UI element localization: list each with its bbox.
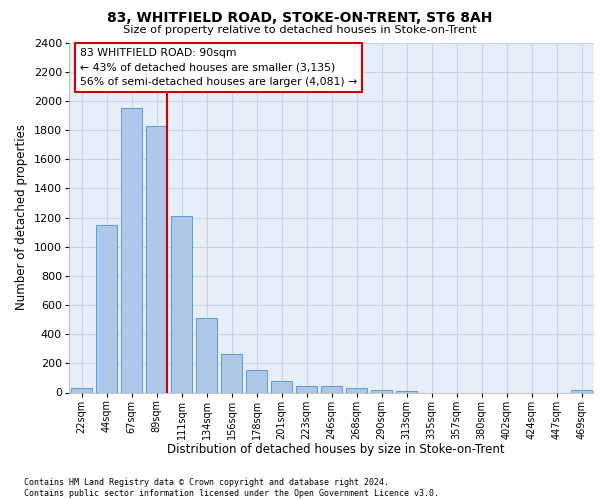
Bar — [121, 108, 142, 393]
Text: Contains HM Land Registry data © Crown copyright and database right 2024.
Contai: Contains HM Land Registry data © Crown c… — [24, 478, 439, 498]
Bar — [571, 390, 592, 392]
Bar — [196, 318, 217, 392]
Text: Size of property relative to detached houses in Stoke-on-Trent: Size of property relative to detached ho… — [123, 25, 477, 35]
Bar — [296, 386, 317, 392]
Bar — [221, 354, 242, 393]
Text: 83, WHITFIELD ROAD, STOKE-ON-TRENT, ST6 8AH: 83, WHITFIELD ROAD, STOKE-ON-TRENT, ST6 … — [107, 11, 493, 25]
Bar — [171, 216, 192, 392]
Bar — [321, 386, 342, 392]
Text: Distribution of detached houses by size in Stoke-on-Trent: Distribution of detached houses by size … — [167, 442, 505, 456]
Bar — [371, 390, 392, 392]
Bar — [96, 225, 117, 392]
Bar — [246, 370, 267, 392]
Bar — [71, 388, 92, 392]
Bar — [271, 381, 292, 392]
Bar — [396, 391, 417, 392]
Y-axis label: Number of detached properties: Number of detached properties — [15, 124, 28, 310]
Bar — [346, 388, 367, 392]
Text: 83 WHITFIELD ROAD: 90sqm
← 43% of detached houses are smaller (3,135)
56% of sem: 83 WHITFIELD ROAD: 90sqm ← 43% of detach… — [79, 48, 357, 88]
Bar — [146, 126, 167, 392]
